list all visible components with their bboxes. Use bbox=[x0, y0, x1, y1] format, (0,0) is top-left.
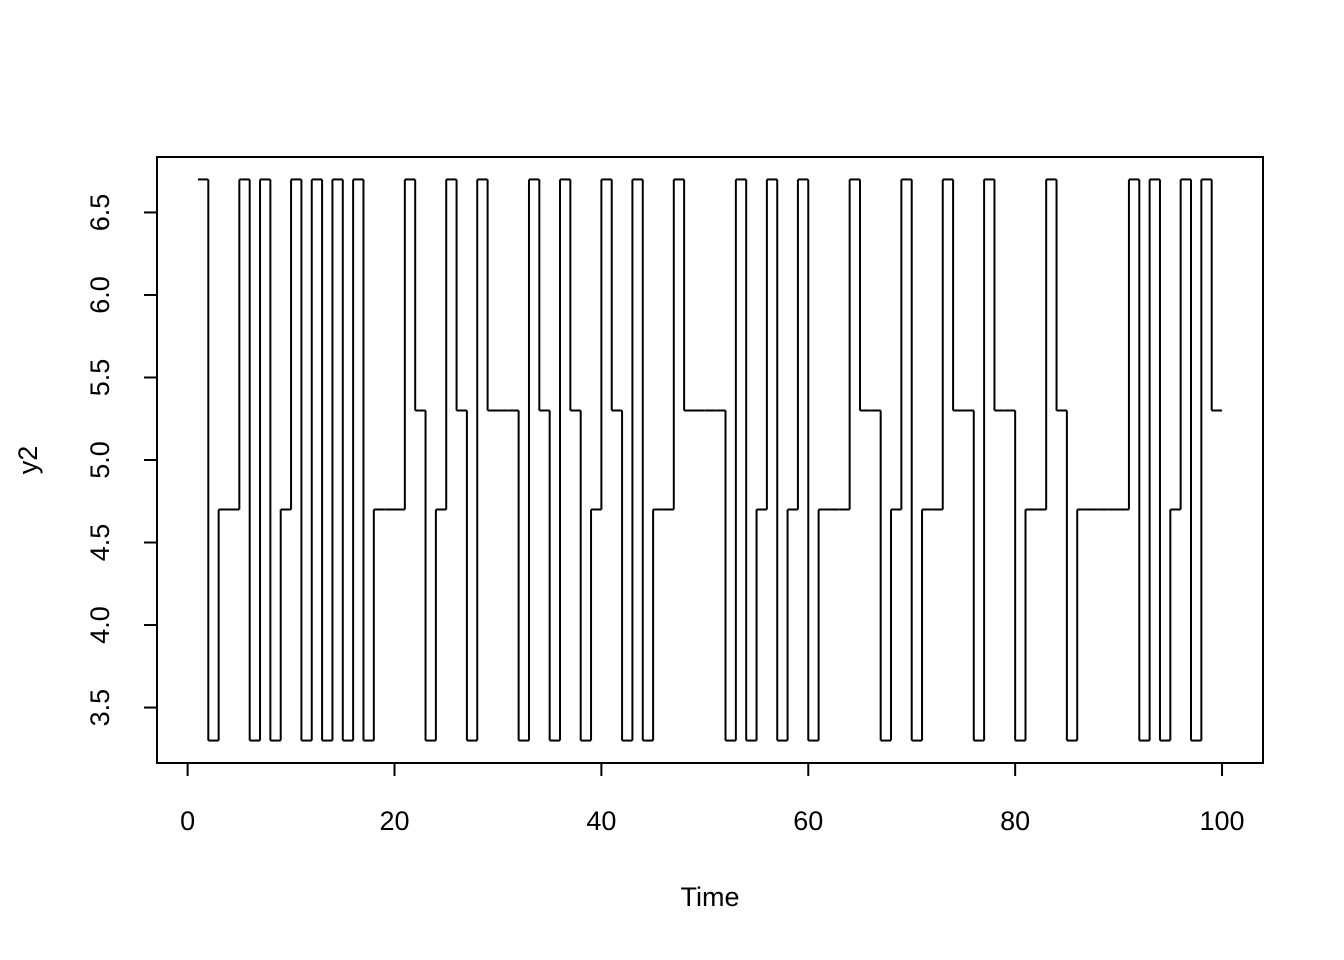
step-risers bbox=[207, 179, 1213, 741]
y-tick-label: 5.5 bbox=[85, 359, 115, 397]
x-tick-label: 60 bbox=[793, 806, 823, 836]
y-tick-label: 6.0 bbox=[85, 276, 115, 314]
x-tick-label: 80 bbox=[1000, 806, 1030, 836]
y-tick-label: 3.5 bbox=[85, 689, 115, 727]
y-tick-label: 5.0 bbox=[85, 441, 115, 479]
x-tick-label: 40 bbox=[586, 806, 616, 836]
y-axis-label: y2 bbox=[13, 446, 43, 475]
x-tick-label: 0 bbox=[180, 806, 195, 836]
x-axis-label: Time bbox=[681, 882, 740, 912]
y-tick-label: 4.5 bbox=[85, 524, 115, 562]
x-tick-label: 20 bbox=[379, 806, 409, 836]
y-tick-label: 4.0 bbox=[85, 606, 115, 644]
x-tick-label: 100 bbox=[1200, 806, 1245, 836]
y-tick-label: 6.5 bbox=[85, 194, 115, 232]
